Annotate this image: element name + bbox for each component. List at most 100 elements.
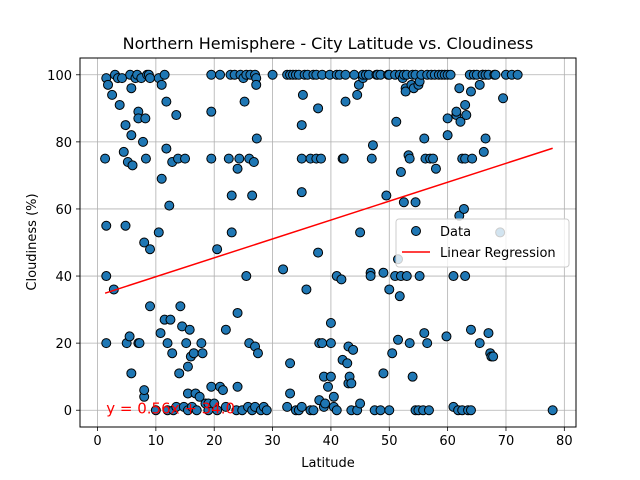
data-point xyxy=(465,405,476,416)
x-axis-label: Latitude xyxy=(301,456,355,471)
data-point xyxy=(419,328,430,339)
data-point xyxy=(301,284,312,295)
data-point xyxy=(348,344,359,355)
data-point xyxy=(167,348,178,359)
data-point xyxy=(296,401,307,412)
data-point xyxy=(247,190,258,201)
data-point xyxy=(401,271,412,282)
x-tick-label: 70 xyxy=(498,434,515,449)
data-point xyxy=(297,89,308,100)
data-point xyxy=(232,381,243,392)
data-point xyxy=(461,110,472,121)
data-point xyxy=(120,220,131,231)
data-point xyxy=(419,133,430,144)
data-point xyxy=(278,264,289,275)
data-point xyxy=(355,227,366,238)
data-point xyxy=(153,227,164,238)
data-point xyxy=(454,83,465,94)
data-point xyxy=(114,99,125,110)
data-point xyxy=(474,79,485,90)
data-point xyxy=(206,381,217,392)
data-point xyxy=(101,271,112,282)
data-point xyxy=(282,401,293,412)
data-point xyxy=(441,331,452,342)
x-tick-label: 10 xyxy=(148,434,165,449)
data-point xyxy=(161,143,172,154)
data-point xyxy=(226,190,237,201)
data-point xyxy=(394,291,405,302)
data-point xyxy=(490,69,501,80)
data-point xyxy=(232,163,243,174)
x-tick-label: 30 xyxy=(264,434,281,449)
data-point xyxy=(103,79,114,90)
data-point xyxy=(212,405,223,416)
data-point xyxy=(182,361,193,372)
data-point xyxy=(101,338,112,349)
y-tick-label: 40 xyxy=(55,270,72,285)
data-point xyxy=(340,96,351,107)
data-point xyxy=(206,153,217,164)
data-point xyxy=(313,103,324,114)
data-point xyxy=(325,371,336,382)
data-point xyxy=(180,153,191,164)
data-point xyxy=(239,96,250,107)
data-point xyxy=(251,133,262,144)
data-point xyxy=(387,348,398,359)
data-point xyxy=(467,153,478,164)
data-point xyxy=(384,405,395,416)
y-tick-label: 0 xyxy=(64,404,72,419)
data-point xyxy=(480,133,491,144)
data-point xyxy=(460,271,471,282)
data-point xyxy=(451,106,462,117)
data-point xyxy=(391,116,402,127)
data-point xyxy=(483,328,494,339)
data-point xyxy=(126,130,137,141)
data-point xyxy=(226,227,237,238)
data-point xyxy=(365,271,376,282)
regression-equation: y = 0.56x + 34.0 xyxy=(106,400,235,418)
data-point xyxy=(140,153,151,164)
data-point xyxy=(404,338,415,349)
data-point xyxy=(145,244,156,255)
data-point xyxy=(285,388,296,399)
data-point xyxy=(145,73,156,84)
x-tick-label: 0 xyxy=(93,434,101,449)
data-point xyxy=(139,385,150,396)
data-point xyxy=(325,318,336,329)
data-point xyxy=(384,284,395,295)
data-point xyxy=(285,358,296,369)
data-point xyxy=(346,378,357,389)
data-point xyxy=(498,93,509,104)
x-tick-label: 60 xyxy=(439,434,456,449)
data-point xyxy=(395,167,406,178)
data-point xyxy=(251,79,262,90)
data-point xyxy=(367,140,378,151)
data-point xyxy=(448,271,459,282)
data-point xyxy=(241,271,252,282)
data-point xyxy=(126,368,137,379)
x-tick-label: 20 xyxy=(206,434,223,449)
data-point xyxy=(171,110,182,121)
data-point xyxy=(355,398,366,409)
legend-regression-label: Linear Regression xyxy=(440,246,556,261)
data-point xyxy=(336,274,347,285)
data-point xyxy=(375,405,386,416)
data-point xyxy=(414,271,425,282)
data-point xyxy=(547,405,558,416)
data-point xyxy=(120,120,131,131)
data-point xyxy=(430,163,441,174)
legend-data-label: Data xyxy=(440,225,471,240)
data-point xyxy=(323,381,333,392)
data-point xyxy=(124,331,135,342)
data-point xyxy=(165,314,176,325)
data-point xyxy=(296,153,307,164)
legend-box xyxy=(395,218,570,268)
axis-ticks: 0 10 20 30 40 50 60 70 80 0 20 40 60 80 100 xyxy=(47,69,572,449)
data-point xyxy=(296,187,307,198)
data-point xyxy=(139,237,150,248)
data-point xyxy=(340,69,351,80)
data-point xyxy=(378,368,389,379)
data-point xyxy=(474,338,485,349)
data-point xyxy=(155,328,166,339)
data-point xyxy=(328,391,339,402)
